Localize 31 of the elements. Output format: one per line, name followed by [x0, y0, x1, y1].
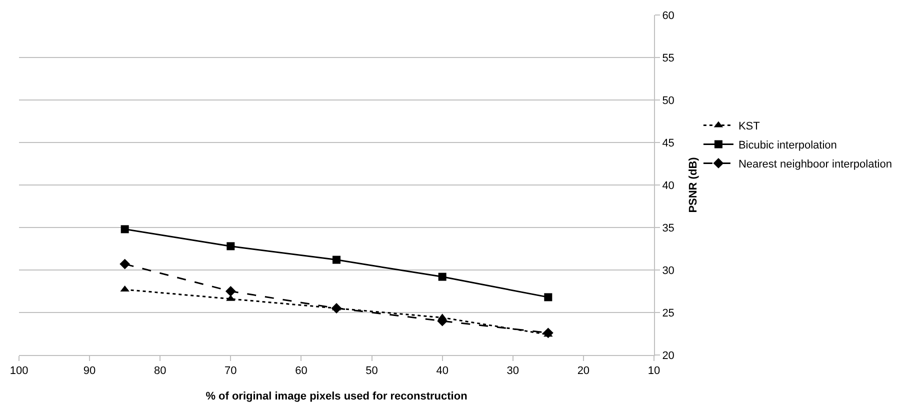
- point: [544, 293, 552, 302]
- x-axis-title: % of original image pixels used for reconstruction: [206, 390, 468, 402]
- y-tick-label: 60: [662, 10, 674, 22]
- x-tick-label: 50: [366, 365, 378, 378]
- point: [438, 272, 446, 281]
- legend-label: Nearest neighboor interpolation: [738, 158, 892, 170]
- x-tick-label: 90: [83, 365, 96, 378]
- point: [225, 286, 236, 296]
- x-tick-label: 20: [577, 365, 590, 378]
- legend-label: KST: [738, 120, 760, 132]
- x-tick-label: 70: [224, 365, 237, 378]
- x-tick-label: 30: [506, 365, 520, 378]
- point: [226, 242, 235, 250]
- y-tick-label: 20: [662, 350, 674, 362]
- y-tick-label: 45: [662, 137, 674, 150]
- y-tick-label: 30: [662, 264, 674, 277]
- x-tick-label: 100: [10, 365, 28, 378]
- x-tick-label: 60: [295, 365, 308, 378]
- y-tick-label: 40: [662, 180, 674, 192]
- legend-label: Bicubic interpolation: [738, 139, 837, 152]
- y-axis-title: PSNR (dB): [688, 156, 700, 213]
- x-tick-label: 10: [648, 365, 660, 378]
- x-tick-label: 80: [154, 365, 166, 378]
- y-tick-label: 55: [662, 52, 674, 64]
- y-tick-label: 50: [662, 94, 674, 107]
- point: [332, 256, 340, 264]
- point: [120, 258, 130, 270]
- y-tick-label: 35: [662, 222, 674, 234]
- y-tick-label: 25: [662, 307, 674, 320]
- point: [120, 225, 129, 234]
- x-tick-label: 40: [436, 365, 448, 378]
